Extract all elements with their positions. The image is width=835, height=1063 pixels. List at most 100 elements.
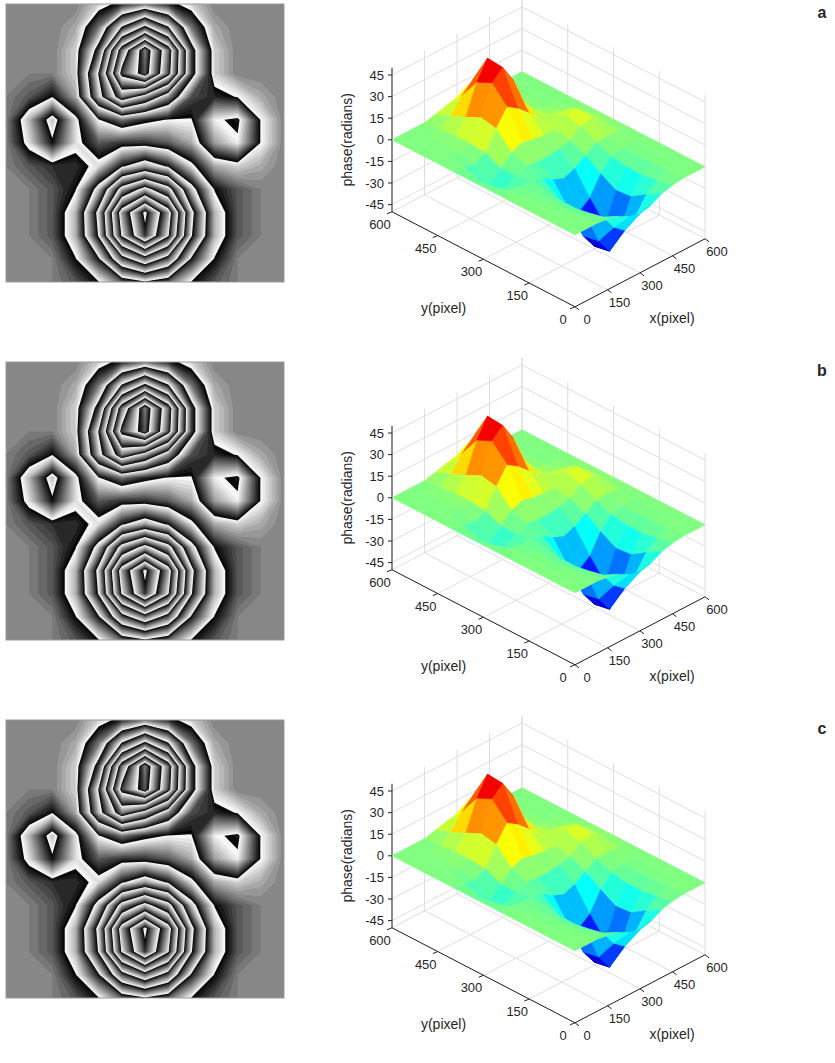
fringe-band — [6, 720, 284, 998]
fringe-band — [83, 721, 248, 867]
fringe-band — [6, 4, 284, 282]
fringe-band — [6, 362, 284, 640]
fringe-band — [90, 726, 193, 830]
fringe-band — [120, 397, 163, 440]
fringe-band — [111, 389, 173, 451]
fringe-band — [6, 4, 284, 282]
fringe-band — [6, 362, 284, 640]
fringe-band — [80, 720, 255, 873]
fringe-band — [6, 4, 284, 282]
fringe-band — [6, 4, 284, 282]
x-tick-label: 150 — [609, 295, 631, 310]
fringe-band — [6, 4, 284, 282]
fringe-band — [127, 43, 156, 78]
fringe-band — [6, 4, 284, 282]
fringe-band — [110, 30, 175, 96]
fringe-band — [116, 36, 169, 86]
fringe-band — [6, 720, 284, 998]
x-tick — [575, 1023, 579, 1026]
fringe-band — [144, 408, 145, 409]
surface-face — [560, 579, 586, 593]
fringe-band — [6, 720, 284, 998]
fringe-band — [6, 362, 284, 640]
y-tick-label: 600 — [369, 933, 391, 948]
fringe-band — [6, 4, 284, 282]
fringe-band — [6, 362, 284, 640]
fringe-band — [106, 384, 179, 459]
fringe-band — [6, 4, 284, 282]
fringe-band — [6, 4, 284, 282]
fringe-band — [90, 368, 193, 472]
fringe-band — [110, 746, 174, 810]
fringe-band — [110, 388, 175, 454]
fringe-band — [110, 746, 175, 812]
y-tick-label: 450 — [415, 957, 437, 972]
fringe-band — [115, 35, 170, 87]
fringe-band — [6, 720, 284, 998]
fringe-band — [6, 4, 284, 282]
fringe-band — [103, 739, 181, 819]
fringe-band — [6, 720, 284, 998]
fringe-band — [71, 362, 272, 527]
fringe-band — [6, 720, 284, 998]
fringe-band — [6, 4, 284, 282]
fringe-band — [6, 720, 284, 998]
fringe-band — [6, 362, 284, 640]
fringe-band — [6, 4, 284, 282]
z-tick — [388, 541, 392, 542]
x-axis-line — [575, 239, 705, 307]
fringe-band — [97, 374, 187, 467]
fringe-band — [6, 362, 284, 640]
fringe-band — [6, 720, 284, 998]
fringe-band — [102, 737, 183, 821]
fringe-band — [6, 362, 284, 640]
y-tick — [479, 259, 484, 261]
x-axis-title: x(pixel) — [649, 1026, 694, 1042]
fringe-band — [6, 362, 284, 640]
fringe-band — [93, 371, 190, 470]
grid-line — [522, 788, 705, 883]
fringe-band — [96, 374, 187, 468]
fringe-band — [6, 720, 284, 998]
fringe-band — [104, 382, 180, 460]
surface-face — [453, 525, 479, 539]
fringe-band — [6, 4, 284, 282]
fringe-band — [106, 742, 178, 816]
z-axis-title: phase(radians) — [339, 451, 355, 544]
fringe-band — [101, 378, 183, 463]
fringe-band — [6, 4, 284, 282]
y-tick — [524, 999, 529, 1001]
fringe-band — [6, 720, 284, 998]
fringe-band — [121, 757, 160, 797]
fringe-band — [131, 403, 154, 436]
fringe-band — [99, 376, 185, 465]
fringe-band — [6, 4, 284, 282]
fringe-band — [109, 30, 175, 97]
fringe-band — [101, 20, 184, 106]
fringe-band — [6, 362, 284, 640]
fringe-band — [6, 4, 284, 282]
fringe-band — [6, 4, 284, 282]
fringe-band — [102, 22, 182, 105]
fringe-band — [92, 12, 191, 113]
fringe-band — [139, 763, 150, 791]
fringe-band — [6, 362, 284, 640]
fringe-band — [6, 362, 284, 640]
surface — [392, 774, 705, 967]
fringe-band — [95, 15, 188, 111]
fringe-band — [6, 720, 284, 998]
fringe-band — [105, 25, 180, 102]
x-tick — [673, 614, 677, 617]
fringe-band — [6, 362, 284, 640]
fringe-band — [6, 362, 284, 640]
fringe-band — [6, 720, 284, 998]
fringe-band — [6, 4, 284, 282]
fringe-band — [77, 362, 263, 522]
fringe-band — [108, 28, 176, 98]
x-tick-label: 450 — [674, 977, 696, 992]
fringe-band — [107, 27, 177, 99]
fringe-band — [87, 724, 241, 858]
fringe-band — [103, 381, 181, 461]
fringe-band — [121, 756, 162, 797]
fringe-band — [142, 407, 148, 433]
